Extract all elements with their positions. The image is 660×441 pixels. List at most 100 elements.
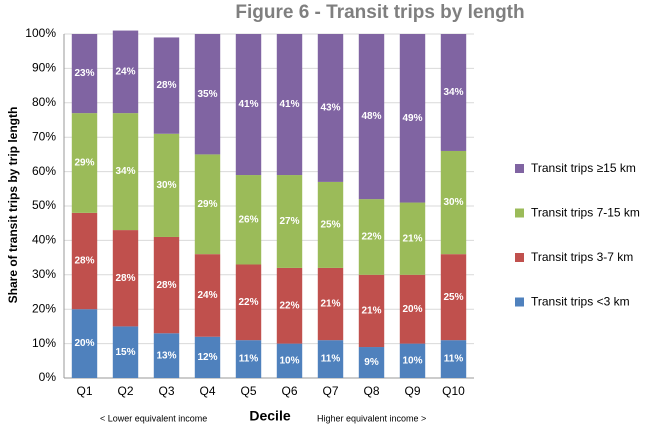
value-label: 9% [364,357,379,368]
y-tick-label: 30% [32,267,56,281]
legend-swatch [515,253,524,262]
y-tick-label: 10% [32,336,56,350]
value-label: 11% [444,354,464,365]
y-axis-label: Share of transit trips by trip length [6,107,20,304]
value-label: 20% [74,338,94,349]
value-label: 48% [361,111,381,122]
value-label: 27% [279,216,299,227]
value-label: 15% [115,347,135,358]
value-label: 24% [197,290,217,301]
value-label: 28% [74,256,94,267]
bar-segment [235,34,262,176]
annotation: Higher equivalent income > [317,413,426,423]
legend-swatch [515,164,524,173]
y-tick-label: 40% [32,233,56,247]
bar-segment [112,230,139,327]
value-label: 22% [279,300,299,311]
value-label: 21% [402,233,422,244]
x-tick-label: Q7 [322,384,338,398]
value-label: 10% [279,355,299,366]
value-label: 29% [74,158,94,169]
x-tick-label: Q4 [199,384,215,398]
bar-segment [153,236,180,334]
bar-segment [317,267,344,341]
y-tick-label: 60% [32,164,56,178]
bar-segment [358,347,385,378]
value-label: 43% [320,103,340,114]
value-label: 26% [238,214,258,225]
x-tick-label: Q2 [117,384,133,398]
value-label: 28% [156,280,176,291]
legend-swatch [515,208,524,218]
value-label: 22% [238,297,258,308]
bar-segment [71,34,98,114]
value-label: 28% [156,80,176,91]
legend-label: Transit trips ≥15 km [531,161,636,175]
annotation: < Lower equivalent income [100,413,207,423]
bar-segment [440,254,467,341]
value-label: 11% [321,354,341,365]
bar-segment [276,267,303,344]
y-tick-label: 20% [32,301,56,315]
value-label: 21% [320,299,340,310]
bar-segment [317,181,344,268]
bar-segment [399,343,426,378]
y-tick-label: 80% [32,95,56,109]
value-label: 28% [115,273,135,284]
y-tick-label: 100% [25,26,56,40]
bar-segment [276,34,303,176]
bar-segment [112,113,139,231]
bar-segment [194,154,221,255]
value-label: 25% [320,220,340,231]
bar-segment [358,34,385,200]
x-axis-label: Decile [249,408,290,424]
y-tick-label: 70% [32,129,56,143]
y-tick-label: 0% [39,370,57,384]
value-label: 21% [361,306,381,317]
x-tick-label: Q3 [158,384,174,398]
value-label: 29% [197,199,217,210]
bar-segment [399,202,426,275]
x-tick-label: Q10 [442,384,465,398]
bar-segment [399,34,426,203]
value-label: 41% [238,99,258,110]
value-label: 10% [402,355,422,366]
value-label: 20% [402,304,422,315]
value-label: 41% [279,99,299,110]
bar-segment [71,113,98,213]
bar-segment [276,343,303,378]
bar-segment [399,274,426,344]
legend-label: Transit trips <3 km [531,295,630,309]
legend-label: Transit trips 3-7 km [531,250,633,264]
value-label: 25% [443,292,463,303]
bar-segment [153,37,180,134]
value-label: 34% [115,166,135,177]
value-label: 30% [443,197,463,208]
bar-segment [194,254,221,337]
bar-segment [153,333,180,378]
bar-segment [71,212,98,310]
legend-swatch [515,297,524,307]
value-label: 13% [156,350,176,361]
bar-segment [153,133,180,237]
x-tick-label: Q1 [76,384,92,398]
bar-segment [235,340,262,378]
value-label: 11% [239,354,259,365]
bar-segment [112,30,139,114]
value-label: 24% [115,66,135,77]
bar-segment [317,34,344,182]
value-label: 23% [74,68,94,79]
bar-segment [194,336,221,378]
value-label: 12% [197,352,217,363]
bar-segment [358,199,385,275]
y-tick-label: 90% [32,61,56,75]
bar-segment [440,34,467,151]
bar-segment [440,150,467,255]
y-tick-label: 50% [32,198,56,212]
value-label: 22% [361,232,381,243]
chart-title: Figure 6 - Transit trips by length [235,2,524,23]
value-label: 49% [402,113,422,124]
x-tick-label: Q8 [363,384,379,398]
x-tick-label: Q5 [240,384,256,398]
